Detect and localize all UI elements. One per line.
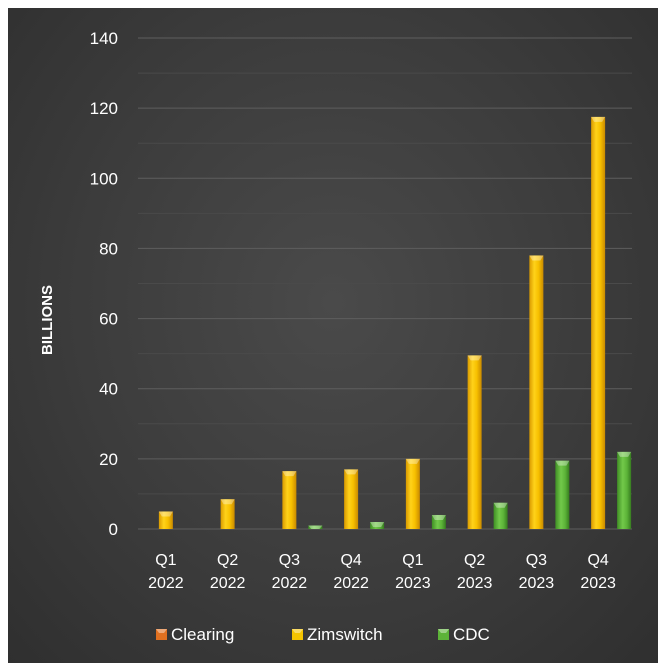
x-tick-label-quarter: Q4: [587, 552, 608, 569]
x-tick-label-year: 2023: [580, 575, 616, 592]
x-tick-label-year: 2022: [148, 575, 184, 592]
bar-cap-cdc: [308, 525, 323, 529]
legend-swatch-cdc: [438, 629, 449, 640]
y-tick-label: 0: [109, 520, 118, 539]
bar-zimswitch: [529, 255, 544, 529]
legend-swatch-cap: [438, 629, 449, 633]
bar-zimswitch: [591, 116, 606, 530]
bar-cap-zimswitch: [220, 499, 235, 505]
x-tick-label-year: 2023: [457, 575, 493, 592]
x-tick-label-year: 2022: [272, 575, 308, 592]
bar-cap-zimswitch: [591, 116, 606, 122]
bar-cdc: [370, 521, 385, 529]
x-tick-label-quarter: Q3: [279, 552, 300, 569]
legend-swatch-cap: [156, 629, 167, 633]
x-tick-label-quarter: Q1: [402, 552, 423, 569]
x-tick-label-quarter: Q1: [155, 552, 176, 569]
y-axis-ticks: 0 20 40 60 80 100 120 140: [90, 29, 118, 539]
legend-swatch-clearing: [156, 629, 167, 640]
gridlines: [138, 37, 632, 530]
bar-zimswitch: [158, 511, 173, 529]
bar-cap-cdc: [493, 502, 508, 508]
y-tick-label: 120: [90, 99, 118, 118]
legend-swatch-cap: [292, 629, 303, 633]
x-tick-label-quarter: Q4: [340, 552, 361, 569]
legend-label-cdc: CDC: [453, 625, 490, 644]
x-tick-label-year: 2023: [395, 575, 431, 592]
bar-zimswitch: [467, 355, 482, 529]
bar-cap-zimswitch: [344, 469, 359, 475]
x-tick-label-year: 2023: [519, 575, 555, 592]
bar-cap-cdc: [370, 521, 385, 527]
x-tick-label-quarter: Q2: [464, 552, 485, 569]
legend-swatch-zimswitch: [292, 629, 303, 640]
x-tick-label-quarter: Q2: [217, 552, 238, 569]
x-tick-label-year: 2022: [333, 575, 369, 592]
chart-area: 0 20 40 60 80 100 120 140 BILLIONS Q1 2022 Q2 2022…: [8, 8, 658, 663]
legend-label-zimswitch: Zimswitch: [307, 625, 383, 644]
bar-cap-zimswitch: [282, 471, 297, 477]
y-axis-label: BILLIONS: [39, 285, 56, 355]
bar-zimswitch: [344, 469, 359, 529]
y-tick-label: 140: [90, 29, 118, 48]
x-tick-label-quarter: Q3: [526, 552, 547, 569]
x-axis-ticks: Q1 2022 Q2 2022 Q3 2022 Q4 2022 Q1 2023 Q2 2023 Q3 20…: [148, 552, 616, 592]
bar-zimswitch: [405, 458, 420, 529]
bar-cap-cdc: [555, 460, 570, 466]
bar-cap-zimswitch: [529, 255, 544, 261]
y-tick-label: 100: [90, 169, 118, 188]
bar-cdc: [308, 525, 323, 529]
x-tick-label-year: 2022: [210, 575, 246, 592]
bar-cap-zimswitch: [467, 355, 482, 361]
legend: Clearing Zimswitch CDC: [156, 625, 490, 644]
bar-zimswitch: [282, 471, 297, 529]
bars: [158, 116, 632, 530]
y-tick-label: 80: [99, 239, 118, 258]
bar-chart: 0 20 40 60 80 100 120 140 BILLIONS Q1 2022 Q2 2022…: [39, 29, 632, 644]
bar-cap-cdc: [617, 451, 632, 457]
bar-cap-zimswitch: [405, 458, 420, 464]
bar-zimswitch: [220, 499, 235, 529]
bar-cap-zimswitch: [158, 511, 173, 517]
bar-cdc: [493, 502, 508, 529]
y-tick-label: 20: [99, 450, 118, 469]
y-tick-label: 60: [99, 310, 118, 329]
bar-cap-cdc: [431, 514, 446, 520]
bar-cdc: [617, 451, 632, 529]
bar-cdc: [555, 460, 570, 529]
legend-label-clearing: Clearing: [171, 625, 234, 644]
y-tick-label: 40: [99, 380, 118, 399]
bar-cdc: [431, 514, 446, 529]
